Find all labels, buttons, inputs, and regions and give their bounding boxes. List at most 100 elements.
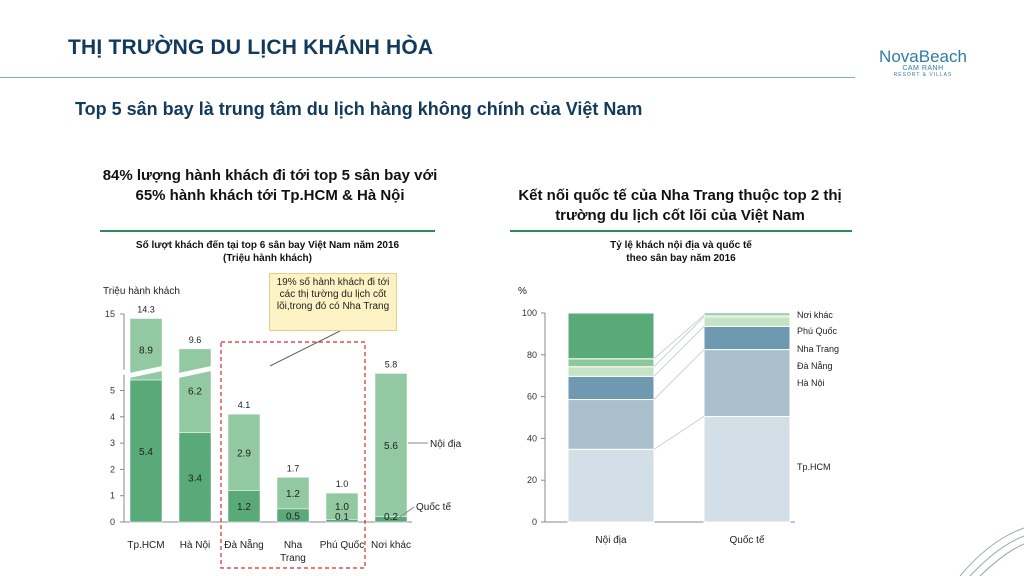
highlight-box	[220, 341, 366, 569]
legend-quoc-te: Quốc tế	[416, 501, 451, 513]
bar-segment-noi-dia	[374, 373, 408, 517]
x-category-label: Trang	[280, 553, 306, 564]
left-chart-title: Số lượt khách đến tại top 6 sân bay Việt…	[135, 240, 400, 251]
left-chart-title-block: Số lượt khách đến tại top 6 sân bay Việt…	[100, 239, 435, 265]
x-category-label: Phú Quốc	[320, 539, 364, 551]
series-label: Nơi khác	[797, 310, 833, 320]
stack-segment	[567, 399, 655, 450]
stack-segment	[567, 366, 655, 377]
data-label-noi-dia: 5.6	[384, 441, 398, 452]
right-y-tick-label: 60	[527, 392, 537, 402]
data-label-quoc-te: 0.1	[335, 512, 349, 523]
right-y-tick-label: 20	[527, 475, 537, 485]
right-y-tick-label: 0	[532, 517, 537, 527]
data-label-total: 14.3	[137, 305, 155, 315]
left-heading-divider	[100, 230, 435, 232]
bar-segment-noi-dia	[276, 477, 310, 510]
stack-segment	[567, 312, 655, 360]
data-label-total: 1.0	[336, 479, 349, 489]
stack-segment	[567, 448, 655, 523]
stack-segment	[703, 349, 791, 417]
right-chart-title-block: Tỷ lệ khách nội địa và quốc tế theo sân …	[510, 239, 852, 265]
page-subtitle: Top 5 sân bay là trung tâm du lịch hàng …	[75, 99, 643, 119]
bar-segment-quoc-te	[227, 490, 261, 523]
data-label-quoc-te: 0.2	[384, 512, 398, 523]
x-category-label: Tp.HCM	[127, 540, 164, 551]
right-y-tick-label: 80	[527, 350, 537, 360]
title-divider	[0, 77, 855, 78]
bar-segment-quoc-te	[129, 379, 163, 523]
logo-name: NovaBeach	[879, 47, 967, 66]
right-y-axis-label: %	[518, 286, 527, 297]
x-category-label: Quốc tế	[729, 534, 764, 546]
left-y-tick-label: 2	[110, 464, 115, 474]
callout-note: 19% số hành khách đi tới các thị tường d…	[269, 273, 397, 331]
x-category-label: Nội địa	[595, 535, 627, 546]
bar-segment-noi-dia	[227, 413, 261, 491]
logo-tagline: RESORT & VILLAS	[893, 72, 953, 78]
legend-noi-dia: Nội địa	[430, 439, 462, 450]
data-label-noi-dia: 6.2	[188, 387, 202, 398]
left-panel-heading: 84% lượng hành khách đi tới top 5 sân ba…	[102, 167, 438, 204]
segment-connector	[653, 316, 705, 368]
x-category-label: Nơi khác	[371, 540, 411, 551]
legend-leader	[399, 506, 415, 518]
right-chart-title: Tỷ lệ khách nội địa và quốc tế	[610, 240, 752, 251]
right-chart-subtitle: theo sân bay năm 2016	[626, 253, 736, 264]
series-label: Tp.HCM	[797, 462, 831, 472]
left-chart-subtitle: (Triệu hành khách)	[223, 253, 312, 264]
data-label-noi-dia: 1.0	[335, 502, 349, 513]
x-category-label: Hà Nội	[180, 540, 211, 551]
left-y-tick-label: 0	[110, 517, 115, 527]
axis-break-mark	[126, 364, 168, 379]
x-category-label: Nha	[284, 540, 303, 551]
left-y-tick-label: 15	[105, 309, 115, 319]
left-y-tick-label: 3	[110, 438, 115, 448]
right-stacked-chart: % 0 20 40 60 80 100 Nội địa Quốc tế Tp.HCM Hà Nội Đ…	[518, 286, 839, 546]
corner-decoration	[959, 527, 1024, 576]
data-label-total: 9.6	[189, 335, 202, 345]
data-label-quoc-te: 3.4	[188, 473, 202, 484]
stack-segment	[703, 316, 791, 327]
right-heading-divider	[510, 230, 852, 232]
series-label: Hà Nội	[797, 378, 825, 388]
stack-segment	[703, 312, 791, 316]
right-y-tick-label: 100	[522, 308, 537, 318]
stack-segment	[567, 358, 655, 368]
segment-connector	[653, 416, 705, 450]
segment-connector	[653, 314, 705, 360]
callout-leader	[269, 330, 341, 367]
data-label-total: 1.7	[287, 463, 300, 473]
page-title: THỊ TRƯỜNG DU LỊCH KHÁNH HÒA	[68, 36, 434, 59]
axis-break-mark	[175, 364, 217, 379]
segment-connector	[653, 326, 705, 377]
stack-segment	[703, 325, 791, 351]
data-label-total: 5.8	[385, 359, 398, 369]
left-y-tick-label: 5	[110, 386, 115, 396]
bar-segment-noi-dia	[178, 348, 212, 433]
bar-segment-noi-dia	[325, 492, 359, 520]
series-label: Phú Quốc	[797, 326, 838, 336]
data-label-quoc-te: 1.2	[237, 502, 251, 513]
novabeach-logo: NovaBeach CAM RANH RESORT & VILLAS	[863, 47, 983, 78]
right-y-tick-label: 40	[527, 433, 537, 443]
data-label-noi-dia: 8.9	[139, 345, 153, 356]
data-label-quoc-te: 0.5	[286, 511, 300, 522]
data-label-noi-dia: 1.2	[286, 489, 300, 500]
y-axis-break-mark	[118, 366, 130, 378]
data-label-noi-dia: 2.9	[237, 448, 251, 459]
stack-segment	[703, 415, 791, 523]
stack-segment	[567, 375, 655, 401]
data-label-total: 4.1	[238, 400, 251, 410]
left-y-tick-label: 1	[110, 491, 115, 501]
bar-segment-quoc-te	[178, 432, 212, 523]
left-y-axis-label: Triệu hành khách	[103, 286, 180, 297]
segment-connector	[653, 349, 705, 400]
x-category-label: Đà Nẵng	[224, 538, 263, 551]
right-panel-heading: Kết nối quốc tế của Nha Trang thuộc top …	[518, 187, 842, 224]
left-bar-chart: Triệu hành khách 0 1 2 3 4 5 15 5.4 8.9 14.3 Tp.HCM…	[103, 286, 462, 569]
series-label: Nha Trang	[797, 344, 839, 354]
data-label-quoc-te: 5.4	[139, 447, 153, 458]
logo-subtitle: CAM RANH	[902, 65, 944, 72]
